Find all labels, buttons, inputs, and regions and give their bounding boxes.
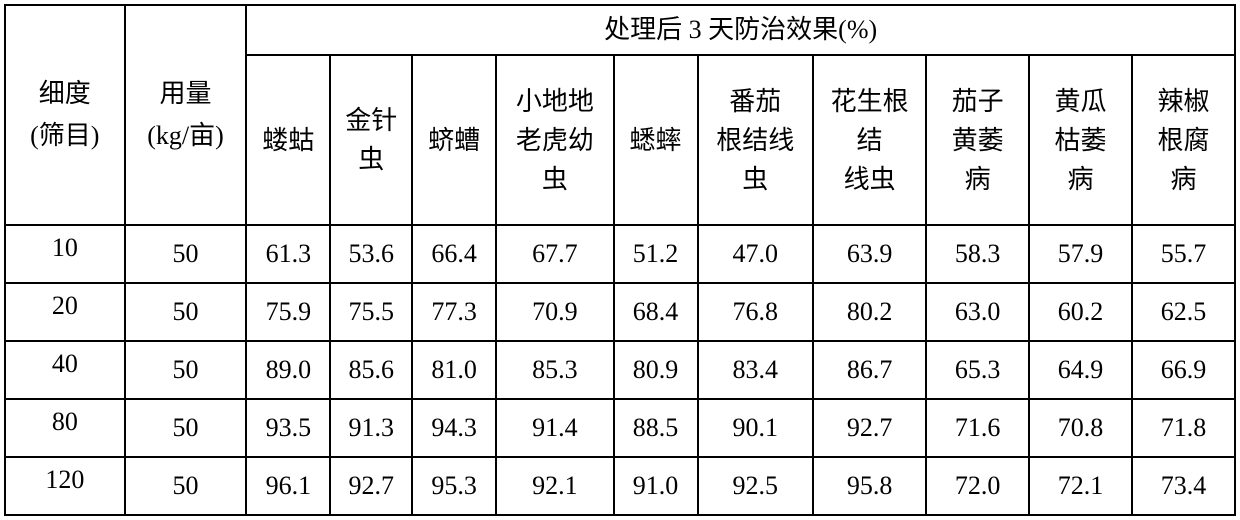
cell-value: 92.7 xyxy=(330,457,412,515)
cell-dosage: 50 xyxy=(125,283,247,341)
cell-value: 55.7 xyxy=(1132,225,1235,283)
col-header-pest-7: 花生根结线虫 xyxy=(813,55,926,225)
cell-value: 57.9 xyxy=(1029,225,1132,283)
col-header-pest-3: 蛴螬 xyxy=(412,55,496,225)
table-body: 10 50 61.3 53.6 66.4 67.7 51.2 47.0 63.9… xyxy=(5,225,1235,515)
cell-value: 73.4 xyxy=(1132,457,1235,515)
cell-value: 83.4 xyxy=(698,341,813,399)
cell-value: 72.0 xyxy=(926,457,1029,515)
table-row: 10 50 61.3 53.6 66.4 67.7 51.2 47.0 63.9… xyxy=(5,225,1235,283)
cell-value: 86.7 xyxy=(813,341,926,399)
col-header-pest-6: 番茄根结线虫 xyxy=(698,55,813,225)
cell-value: 88.5 xyxy=(614,399,698,457)
cell-value: 70.8 xyxy=(1029,399,1132,457)
cell-fineness: 80 xyxy=(5,399,125,457)
cell-value: 60.2 xyxy=(1029,283,1132,341)
table-row: 40 50 89.0 85.6 81.0 85.3 80.9 83.4 86.7… xyxy=(5,341,1235,399)
col-header-pest-9: 黄瓜枯萎病 xyxy=(1029,55,1132,225)
cell-value: 72.1 xyxy=(1029,457,1132,515)
cell-value: 47.0 xyxy=(698,225,813,283)
col-header-pest-4: 小地地老虎幼虫 xyxy=(496,55,614,225)
cell-fineness: 10 xyxy=(5,225,125,283)
col-header-pest-5: 蟋蟀 xyxy=(614,55,698,225)
col-header-pest-1: 蝼蛄 xyxy=(246,55,330,225)
cell-value: 51.2 xyxy=(614,225,698,283)
cell-value: 61.3 xyxy=(246,225,330,283)
col-header-dosage: 用量(kg/亩) xyxy=(125,5,247,225)
cell-value: 95.3 xyxy=(412,457,496,515)
cell-value: 64.9 xyxy=(1029,341,1132,399)
cell-value: 85.3 xyxy=(496,341,614,399)
cell-value: 77.3 xyxy=(412,283,496,341)
cell-value: 91.4 xyxy=(496,399,614,457)
cell-dosage: 50 xyxy=(125,341,247,399)
cell-dosage: 50 xyxy=(125,457,247,515)
cell-fineness: 120 xyxy=(5,457,125,515)
cell-value: 95.8 xyxy=(813,457,926,515)
cell-value: 91.0 xyxy=(614,457,698,515)
cell-value: 90.1 xyxy=(698,399,813,457)
cell-value: 89.0 xyxy=(246,341,330,399)
cell-value: 85.6 xyxy=(330,341,412,399)
cell-value: 76.8 xyxy=(698,283,813,341)
cell-dosage: 50 xyxy=(125,225,247,283)
cell-fineness: 40 xyxy=(5,341,125,399)
cell-value: 92.1 xyxy=(496,457,614,515)
cell-value: 75.5 xyxy=(330,283,412,341)
cell-value: 80.2 xyxy=(813,283,926,341)
cell-value: 80.9 xyxy=(614,341,698,399)
cell-value: 70.9 xyxy=(496,283,614,341)
cell-value: 92.7 xyxy=(813,399,926,457)
cell-value: 71.8 xyxy=(1132,399,1235,457)
col-header-pest-2: 金针虫 xyxy=(330,55,412,225)
cell-value: 62.5 xyxy=(1132,283,1235,341)
col-header-group-efficacy: 处理后 3 天防治效果(%) xyxy=(246,5,1235,55)
col-header-pest-10: 辣椒根腐病 xyxy=(1132,55,1235,225)
cell-dosage: 50 xyxy=(125,399,247,457)
table-header: 细度(筛目) 用量(kg/亩) 处理后 3 天防治效果(%) 蝼蛄 金针虫 蛴螬… xyxy=(5,5,1235,225)
cell-value: 91.3 xyxy=(330,399,412,457)
table-row: 120 50 96.1 92.7 95.3 92.1 91.0 92.5 95.… xyxy=(5,457,1235,515)
cell-value: 67.7 xyxy=(496,225,614,283)
cell-value: 66.9 xyxy=(1132,341,1235,399)
cell-fineness: 20 xyxy=(5,283,125,341)
cell-value: 92.5 xyxy=(698,457,813,515)
cell-value: 75.9 xyxy=(246,283,330,341)
cell-value: 63.0 xyxy=(926,283,1029,341)
cell-value: 58.3 xyxy=(926,225,1029,283)
table-row: 20 50 75.9 75.5 77.3 70.9 68.4 76.8 80.2… xyxy=(5,283,1235,341)
col-header-pest-8: 茄子黄萎病 xyxy=(926,55,1029,225)
cell-value: 71.6 xyxy=(926,399,1029,457)
cell-value: 94.3 xyxy=(412,399,496,457)
cell-value: 68.4 xyxy=(614,283,698,341)
cell-value: 93.5 xyxy=(246,399,330,457)
cell-value: 81.0 xyxy=(412,341,496,399)
col-header-fineness: 细度(筛目) xyxy=(5,5,125,225)
efficacy-table: 细度(筛目) 用量(kg/亩) 处理后 3 天防治效果(%) 蝼蛄 金针虫 蛴螬… xyxy=(4,4,1236,516)
cell-value: 63.9 xyxy=(813,225,926,283)
cell-value: 96.1 xyxy=(246,457,330,515)
header-row-1: 细度(筛目) 用量(kg/亩) 处理后 3 天防治效果(%) xyxy=(5,5,1235,55)
cell-value: 53.6 xyxy=(330,225,412,283)
cell-value: 66.4 xyxy=(412,225,496,283)
cell-value: 65.3 xyxy=(926,341,1029,399)
table-row: 80 50 93.5 91.3 94.3 91.4 88.5 90.1 92.7… xyxy=(5,399,1235,457)
